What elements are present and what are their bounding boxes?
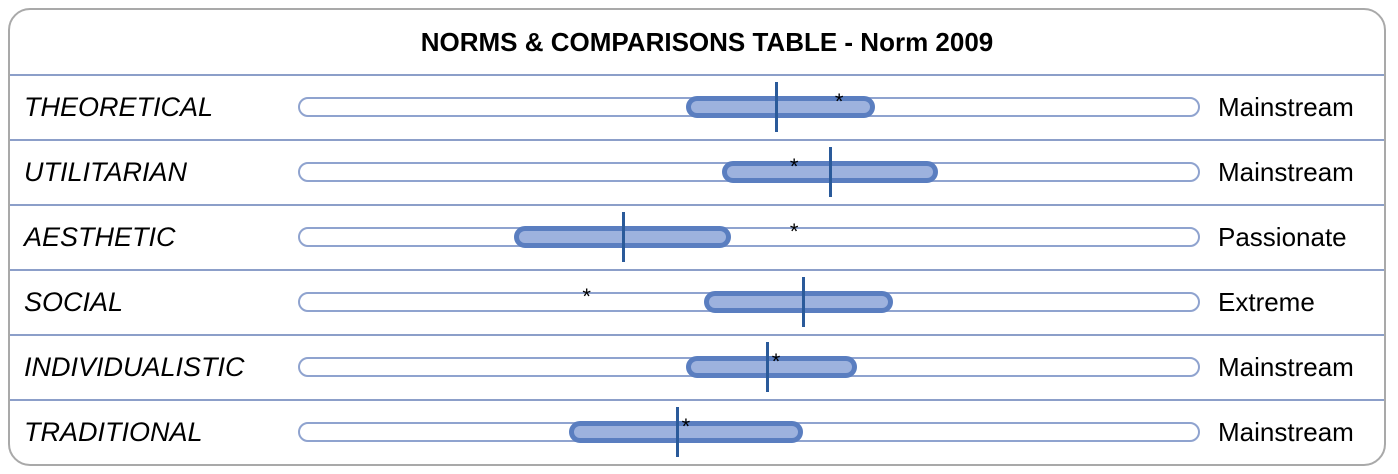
norm-marker bbox=[829, 147, 833, 197]
score-star-marker: * bbox=[771, 349, 781, 374]
norm-marker bbox=[775, 82, 779, 132]
row-label: INDIVIDUALISTIC bbox=[24, 352, 245, 382]
row-result: Mainstream bbox=[1218, 352, 1354, 382]
norm-marker bbox=[621, 212, 625, 262]
chart-row: INDIVIDUALISTIC * Mainstream bbox=[10, 336, 1384, 401]
row-label: SOCIAL bbox=[24, 287, 124, 317]
score-star-marker: * bbox=[582, 284, 591, 309]
chart-row: TRADITIONAL * Mainstream bbox=[10, 401, 1384, 464]
score-star-marker: * bbox=[681, 414, 691, 439]
norm-marker bbox=[766, 342, 770, 392]
row-result: Mainstream bbox=[1218, 417, 1354, 447]
norms-comparisons-table: NORMS & COMPARISONS TABLE - Norm 2009 TH… bbox=[8, 8, 1386, 466]
norm-marker bbox=[802, 277, 806, 327]
table-title: NORMS & COMPARISONS TABLE - Norm 2009 bbox=[420, 26, 994, 57]
row-label: UTILITARIAN bbox=[24, 157, 188, 187]
norm-range-band bbox=[685, 356, 858, 378]
norm-marker bbox=[675, 407, 679, 457]
score-star-marker: * bbox=[789, 154, 799, 179]
chart-row: THEORETICAL * Mainstream bbox=[10, 76, 1384, 141]
chart-row: UTILITARIAN * Mainstream bbox=[10, 141, 1384, 206]
chart-row: AESTHETIC * Passionate bbox=[10, 206, 1384, 271]
row-result: Mainstream bbox=[1218, 157, 1354, 187]
score-star-marker: * bbox=[789, 219, 799, 244]
row-result: Passionate bbox=[1218, 222, 1347, 252]
row-label: AESTHETIC bbox=[24, 222, 176, 252]
norm-range-band bbox=[703, 291, 894, 313]
row-label: THEORETICAL bbox=[24, 92, 214, 122]
chart-row: SOCIAL * Extreme bbox=[10, 271, 1384, 336]
row-result: Extreme bbox=[1218, 287, 1315, 317]
norm-range-band bbox=[685, 96, 876, 118]
title-row: NORMS & COMPARISONS TABLE - Norm 2009 bbox=[10, 10, 1384, 76]
row-label: TRADITIONAL bbox=[24, 417, 203, 447]
scale-track bbox=[298, 227, 1200, 247]
score-star-marker: * bbox=[834, 89, 844, 114]
row-result: Mainstream bbox=[1218, 92, 1354, 122]
norm-range-band bbox=[568, 421, 804, 443]
